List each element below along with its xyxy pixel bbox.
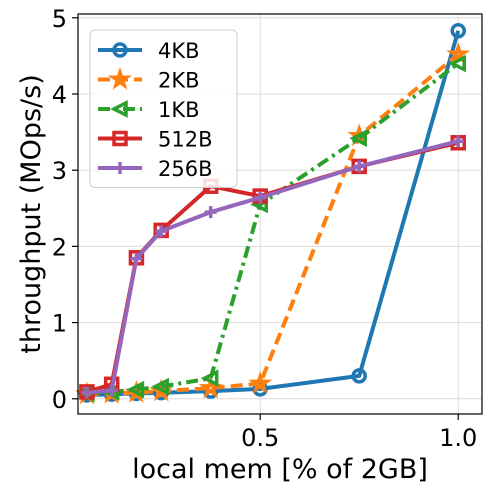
data-point-2kb (198, 375, 223, 399)
x-tick-label: 0.5 (241, 424, 279, 452)
data-point-1kb (349, 129, 367, 148)
y-tick-label: 0 (52, 386, 67, 414)
data-point-1kb (126, 380, 145, 399)
x-tick-label: 1.0 (439, 424, 477, 452)
y-tick-label: 4 (52, 81, 67, 109)
data-point-256b (204, 206, 217, 219)
legend-label: 2KB (158, 69, 200, 93)
data-point-256b (130, 252, 143, 265)
data-point-4kb (252, 381, 268, 397)
legend-box (89, 29, 238, 188)
legend-marker-512b (112, 130, 128, 147)
legend-marker-2kb (107, 66, 133, 90)
series-256b (80, 135, 465, 399)
legend-item-2kb: 2KB (98, 66, 200, 93)
data-point-1kb (448, 54, 466, 73)
data-point-256b (105, 384, 118, 397)
data-point-2kb (248, 370, 273, 394)
data-point-256b (80, 386, 93, 399)
series-line-256b (86, 139, 459, 395)
legend-item-256b: 256B (98, 157, 213, 181)
legend-item-512b: 512B (98, 128, 213, 152)
legend-label: 512B (158, 128, 213, 152)
data-point-256b (452, 135, 465, 148)
legend: 4KB 2KB 1KB 512B 256B (89, 29, 238, 188)
y-axis-label: throughput (MOps/s) (16, 74, 47, 354)
data-point-256b (254, 191, 267, 204)
data-point-1kb (151, 377, 169, 396)
axis-ticks: 0 1 2 3 4 5 0.5 1.0 (52, 5, 478, 452)
series-layer (75, 23, 471, 405)
legend-marker-1kb (110, 100, 128, 118)
data-point-256b (353, 160, 366, 173)
x-axis-label: local mem [% of 2GB] (132, 454, 428, 485)
legend-marker-256b (114, 162, 126, 174)
legend-label: 4KB (158, 39, 200, 63)
legend-marker-4kb (112, 42, 128, 58)
y-tick-label: 1 (52, 310, 67, 338)
data-point-4kb (351, 368, 367, 384)
legend-label: 256B (158, 157, 213, 181)
data-point-2kb (446, 41, 471, 65)
y-tick-label: 3 (52, 157, 67, 185)
plot-frame (77, 13, 483, 415)
data-point-256b (155, 225, 168, 238)
legend-item-4kb: 4KB (98, 39, 200, 63)
data-point-4kb (450, 23, 466, 39)
y-tick-label: 2 (52, 233, 67, 261)
legend-item-1kb: 1KB (98, 98, 200, 122)
y-tick-label: 5 (52, 5, 67, 33)
legend-label: 1KB (158, 98, 200, 122)
data-point-1kb (200, 369, 219, 388)
